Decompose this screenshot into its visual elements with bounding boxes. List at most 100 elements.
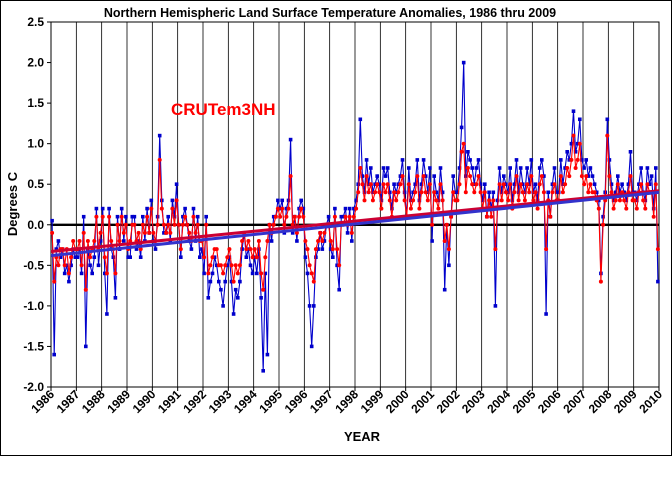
y-tick-label-2.0: 2.0 [27,56,44,70]
hourlies-point-101 [263,271,268,276]
crutem-point-223 [520,190,525,195]
crutem-point-274 [628,174,633,179]
hourlies-point-69 [195,214,200,219]
crutem-point-124 [311,279,316,284]
hourlies-point-203 [478,182,483,186]
crutem-point-76 [210,255,215,260]
y-tick-label--1.0: -1.0 [23,299,44,313]
hourlies-point-184 [438,166,443,170]
crutem-point-247 [571,133,576,138]
crutem-point-171 [411,198,416,203]
hourlies-point-100 [261,369,265,373]
hourlies-point-134 [333,206,337,211]
crutem-point-200 [472,190,477,195]
crutem-point-182 [434,198,439,203]
hourlies-point-253 [584,158,588,162]
crutem-point-269 [617,198,622,203]
hourlies-point-148 [362,190,367,195]
hourlies-point-0 [50,218,54,223]
hourlies-point-7 [65,263,69,268]
crutem-point-42 [138,247,143,252]
hourlies-point-229 [533,182,538,186]
crutem-point-133 [330,247,335,252]
crutem-point-135 [335,247,340,252]
hourlies-point-232 [540,158,544,162]
hourlies-point-113 [288,137,293,142]
hourlies-point-89 [238,279,242,284]
hourlies-point-33 [119,206,124,211]
crutem-point-251 [579,174,584,179]
crutem-point-48 [151,230,156,235]
crutem-point-255 [588,182,593,187]
hourlies-point-40 [134,247,139,251]
crutem-point-8 [66,271,71,276]
hourlies-point-55 [166,214,170,219]
hourlies-point-261 [601,214,605,219]
crutem-point-196 [463,190,468,195]
crutem-point-53 [161,222,166,227]
hourlies-point-235 [546,190,550,195]
crutem-point-143 [351,214,356,219]
crutem-point-225 [525,182,530,187]
hourlies-point-94 [248,263,253,268]
hourlies-point-163 [394,190,398,195]
crutem-point-125 [313,247,318,252]
hourlies-point-167 [402,190,407,195]
hourlies-point-284 [649,174,654,178]
hourlies-point-120 [303,255,308,259]
hourlies-point-216 [506,190,510,195]
hourlies-point-114 [290,231,295,235]
crutem-point-100 [261,287,266,292]
hourlies-point-11 [73,255,78,259]
crutem-point-224 [522,198,527,203]
crutem-point-180 [430,222,435,227]
crutem-point-113 [288,174,293,179]
hourlies-point-137 [339,214,344,219]
hourlies-point-22 [96,263,101,268]
hourlies-point-95 [250,271,255,276]
crutem-point-72 [202,255,207,260]
hourlies-point-242 [561,182,565,186]
crutem-point-99 [259,271,264,276]
crutem-point-107 [275,206,280,211]
crutem-point-136 [337,263,342,268]
hourlies-point-131 [326,214,331,219]
hourlies-point-266 [611,198,616,203]
hourlies-point-152 [371,190,375,195]
hourlies-point-19 [90,271,94,276]
hourlies-point-151 [369,166,373,170]
hourlies-point-222 [518,166,523,170]
crutem-point-30 [113,271,118,276]
hourlies-point-198 [468,158,472,162]
crutem-point-257 [592,190,597,195]
crutem-point-112 [286,206,291,211]
crutem-point-160 [387,198,392,203]
crutem-point-105 [271,222,276,227]
crutem-point-1 [52,279,57,284]
crutem-point-86 [231,279,236,284]
hourlies-point-175 [419,182,424,186]
hourlies-point-195 [461,60,466,65]
crutem-point-103 [267,222,272,227]
hourlies-point-41 [136,239,141,243]
crutem-point-241 [558,174,563,179]
crutem-point-57 [170,206,175,211]
crutem-point-163 [394,198,399,203]
crutem-point-152 [370,198,375,203]
crutem-point-39 [132,222,137,227]
crutem-point-217 [508,182,513,187]
crutem-point-197 [465,166,470,170]
hourlies-point-231 [537,166,542,170]
hourlies-point-173 [415,158,420,162]
hourlies-point-138 [341,214,346,219]
hourlies-point-90 [240,247,244,251]
hourlies-point-218 [510,198,515,203]
hourlies-point-171 [411,190,415,195]
hourlies-point-181 [432,174,436,178]
hourlies-point-287 [656,279,660,284]
crutem-point-153 [373,190,378,195]
hourlies-point-199 [470,166,474,170]
hourlies-point-25 [103,271,107,276]
hourlies-point-27 [107,206,111,211]
hourlies-point-119 [301,206,306,211]
